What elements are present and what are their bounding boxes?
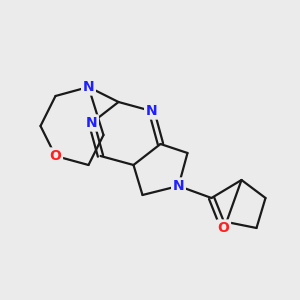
Text: N: N bbox=[86, 116, 97, 130]
Text: O: O bbox=[50, 149, 61, 163]
Text: N: N bbox=[146, 104, 157, 118]
Text: N: N bbox=[83, 80, 94, 94]
Text: N: N bbox=[173, 179, 184, 193]
Text: O: O bbox=[218, 221, 230, 235]
